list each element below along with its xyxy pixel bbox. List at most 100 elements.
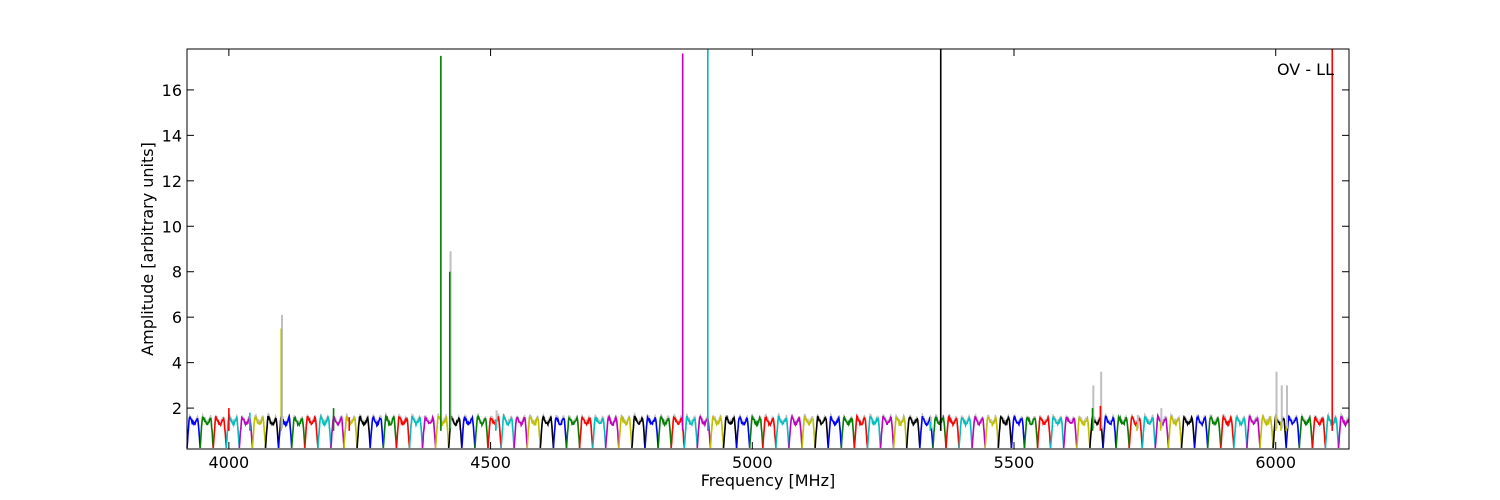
band-line <box>958 416 973 448</box>
band-line <box>1049 416 1065 448</box>
band-line <box>539 415 555 448</box>
x-tick-label: 5000 <box>732 453 773 472</box>
band-line <box>1285 415 1301 448</box>
band-line <box>434 415 450 448</box>
band-line <box>1246 415 1261 448</box>
band-line <box>735 415 751 448</box>
band-line <box>369 415 385 448</box>
band-line <box>1206 415 1222 448</box>
band-line <box>618 415 633 448</box>
band-line <box>552 416 568 448</box>
band-line <box>801 415 816 448</box>
band-line <box>1036 414 1052 448</box>
band-line <box>382 414 398 448</box>
band-line <box>644 414 659 448</box>
band-line <box>1076 415 1091 448</box>
band-line <box>1010 415 1026 448</box>
band-line <box>356 415 371 448</box>
band-line <box>997 415 1013 448</box>
band-line <box>866 416 882 448</box>
band-line <box>657 415 672 448</box>
band-line <box>984 416 1000 448</box>
panel-annotation: OV - LL <box>1277 60 1334 79</box>
band-line <box>814 415 829 448</box>
band-line <box>631 415 646 448</box>
band-line <box>565 414 581 448</box>
band-line <box>604 414 620 448</box>
x-tick-label: 5500 <box>994 453 1035 472</box>
band-line <box>853 414 869 448</box>
y-axis-label: Amplitude [arbitrary units] <box>138 142 157 356</box>
band-line <box>1311 415 1327 448</box>
band-line <box>1233 415 1248 448</box>
band-line <box>683 415 699 448</box>
band-line <box>1180 414 1196 448</box>
band-line <box>199 416 214 448</box>
x-axis-ticks: 4000 4500 5000 5500 6000 <box>209 49 1296 472</box>
x-tick-label: 6000 <box>1255 453 1296 472</box>
band-line <box>945 414 960 448</box>
band-line <box>1023 416 1039 448</box>
x-tick-label: 4000 <box>209 453 250 472</box>
band-line <box>892 414 908 448</box>
band-line <box>421 414 437 448</box>
band-line <box>264 415 280 448</box>
band-line <box>722 414 738 448</box>
band-line <box>1141 415 1157 448</box>
band-line <box>788 413 803 448</box>
band-line <box>1102 415 1117 448</box>
y-tick-label: 12 <box>162 172 182 191</box>
band-line <box>762 415 777 448</box>
band-line <box>1259 413 1274 448</box>
y-tick-label: 14 <box>162 126 182 145</box>
band-line <box>709 415 725 448</box>
band-line <box>487 416 502 448</box>
band-line <box>304 415 319 448</box>
band-line <box>251 415 267 448</box>
band-line <box>186 415 201 448</box>
band-line <box>1128 415 1143 448</box>
band-line <box>1193 414 1209 448</box>
raw-band-line <box>552 414 568 446</box>
y-tick-label: 8 <box>172 263 182 282</box>
band-line <box>408 415 424 448</box>
y-tick-label: 2 <box>172 399 182 418</box>
x-axis-label: Frequency [MHz] <box>701 471 835 490</box>
band-line <box>1115 414 1130 448</box>
band-line <box>526 415 542 448</box>
band-line <box>290 415 306 448</box>
band-line <box>317 413 332 448</box>
plot-frame <box>186 48 1350 450</box>
y-tick-label: 4 <box>172 354 182 373</box>
band-line <box>971 415 986 448</box>
band-line <box>1167 415 1183 448</box>
band-line <box>343 415 358 448</box>
band-line <box>1298 414 1314 448</box>
band-line <box>905 416 921 448</box>
band-line <box>474 414 489 448</box>
band-line <box>500 412 515 448</box>
band-series-layer <box>186 412 1350 448</box>
band-line <box>775 415 790 448</box>
y-axis-ticks: 2 4 6 8 10 12 14 16 <box>162 81 1349 418</box>
band-line <box>1062 416 1078 448</box>
band-line <box>591 416 607 448</box>
band-line <box>395 416 411 448</box>
spike-layer <box>228 49 1334 431</box>
band-line <box>513 416 528 448</box>
band-line <box>748 414 764 448</box>
x-tick-label: 4500 <box>470 453 511 472</box>
band-line <box>827 415 843 448</box>
band-line <box>1337 415 1350 448</box>
y-tick-label: 6 <box>172 308 182 327</box>
band-line <box>461 414 476 448</box>
band-line <box>212 416 228 448</box>
band-line <box>879 415 895 448</box>
band-line <box>578 416 594 448</box>
band-line <box>932 414 947 448</box>
y-tick-label: 16 <box>162 81 182 100</box>
band-line <box>1220 414 1235 448</box>
y-tick-label: 10 <box>162 217 182 236</box>
band-line <box>840 415 856 448</box>
